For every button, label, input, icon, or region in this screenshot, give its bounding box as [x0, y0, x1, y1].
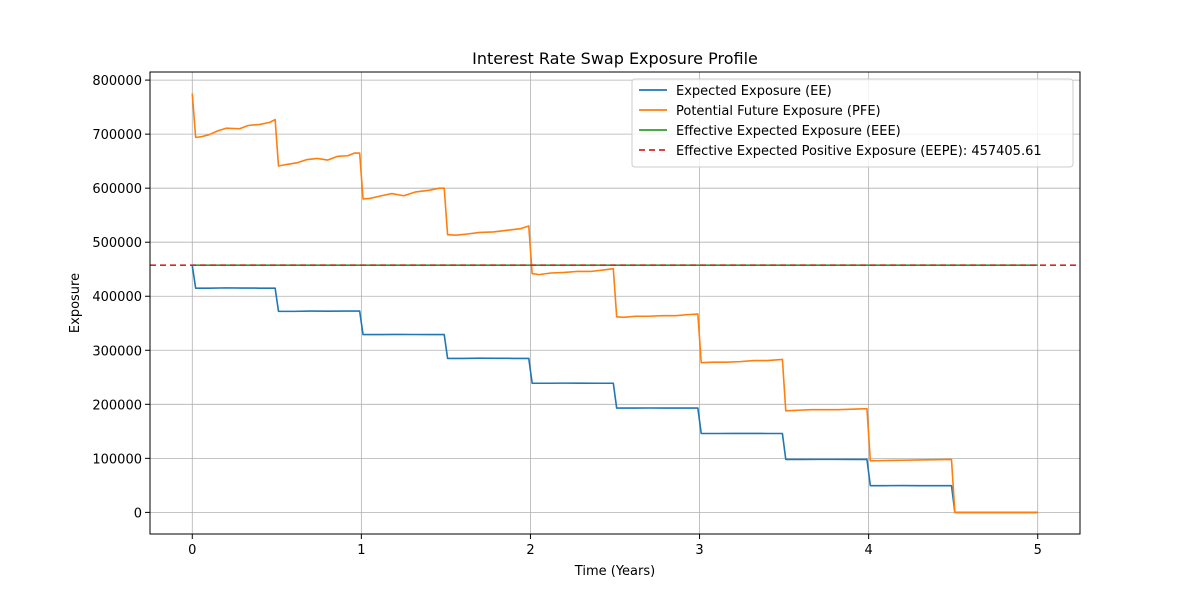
y-axis-title: Exposure [68, 273, 83, 333]
series-line-ee [191, 265, 1038, 514]
x-tick-label: 2 [526, 543, 534, 558]
legend-entries: Expected Exposure (EE) Potential Future E… [639, 84, 1042, 159]
legend-box [631, 78, 1074, 168]
legend-label-pfe: Potential Future Exposure (PFE) [676, 104, 881, 119]
y-tick-label: 200000 [92, 398, 142, 413]
x-tick-label: 4 [864, 543, 872, 558]
y-tick-label: 600000 [92, 182, 142, 197]
y-tick-label: 400000 [92, 290, 142, 305]
x-axis-title: Time (Years) [574, 564, 655, 579]
plot-frame [149, 71, 1081, 535]
chart-title: Interest Rate Swap Exposure Profile [472, 49, 758, 68]
x-tick-label: 0 [188, 543, 196, 558]
series-layer [150, 93, 1080, 514]
legend: Expected Exposure (EE) Potential Future E… [631, 78, 1074, 168]
legend-label-eepe: Effective Expected Positive Exposure (EE… [676, 144, 1042, 159]
y-tick-label: 100000 [92, 452, 142, 467]
y-tick-label: 0 [134, 506, 142, 521]
legend-label-eee: Effective Expected Exposure (EEE) [676, 124, 901, 139]
tick-layer: 0 1 2 3 4 5 0 100000 200000 300000 400000 500000 600… [92, 74, 1042, 558]
x-tick-label: 1 [357, 543, 365, 558]
y-tick-label: 500000 [92, 236, 142, 251]
y-tick-label: 800000 [92, 74, 142, 89]
legend-label-ee: Expected Exposure (EE) [676, 84, 832, 99]
series-line-pfe [191, 93, 1038, 514]
x-tick-label: 5 [1034, 543, 1042, 558]
x-tick-label: 3 [695, 543, 703, 558]
y-tick-label: 300000 [92, 344, 142, 359]
y-tick-label: 700000 [92, 128, 142, 143]
